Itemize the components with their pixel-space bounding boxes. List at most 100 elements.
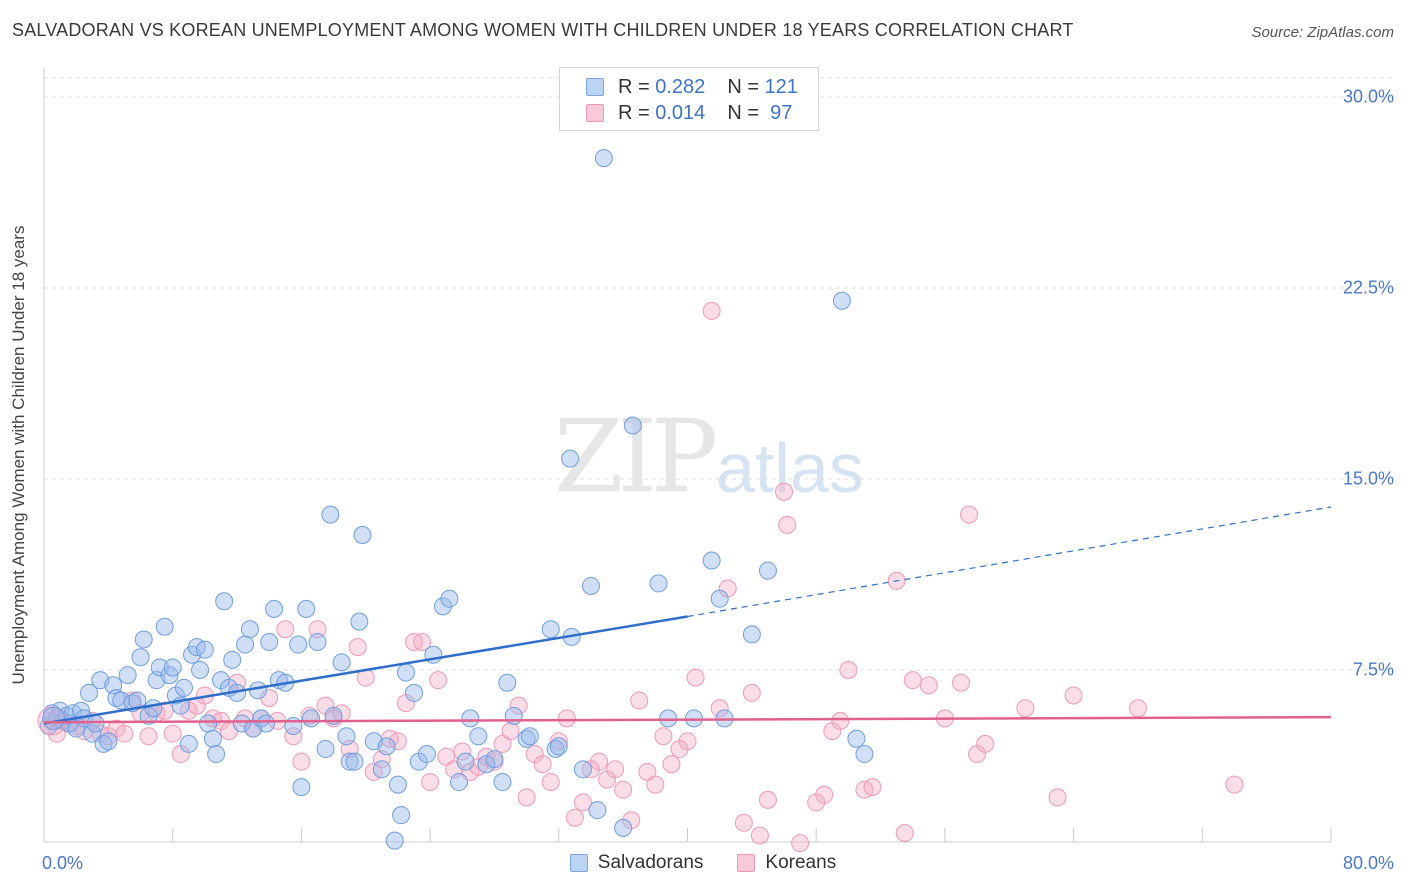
korean-point xyxy=(557,709,576,728)
y-tick-label: 22.5% xyxy=(1342,277,1394,298)
x-tick-label: 0.0% xyxy=(42,853,84,873)
blue-swatch xyxy=(569,854,588,872)
salvadoran-point xyxy=(99,732,118,751)
salvadoran-point xyxy=(581,576,600,595)
y-tick-label: 30.0% xyxy=(1342,86,1394,107)
korean-point xyxy=(413,632,432,651)
salvadoran-point xyxy=(337,727,356,746)
salvadoran-point xyxy=(702,551,721,570)
legend-item-salvadorans: Salvadorans xyxy=(569,852,704,874)
salvadoran-point xyxy=(549,737,568,756)
salvadoran-point xyxy=(594,149,613,168)
legend-label: Koreans xyxy=(765,852,837,873)
salvadoran-point xyxy=(546,739,565,758)
korean-point xyxy=(348,638,367,657)
salvadoran-point xyxy=(440,589,459,608)
korean-point xyxy=(791,834,810,853)
salvadoran-point xyxy=(541,620,560,639)
salvadoran-point xyxy=(321,505,340,524)
salvadoran-point xyxy=(150,658,169,677)
salvadoran-trend-extension xyxy=(687,506,1332,618)
korean-point xyxy=(678,732,697,751)
salvadoran-point xyxy=(144,699,163,718)
korean-point xyxy=(1064,686,1083,705)
y-axis-label: Unemployment Among Women with Children U… xyxy=(9,225,28,685)
salvadoran-point xyxy=(163,658,182,677)
salvadoran-point xyxy=(498,673,517,692)
korean-point xyxy=(903,671,922,690)
salvadoran-point xyxy=(302,709,321,728)
korean-point xyxy=(734,813,753,832)
salvadoran-point xyxy=(855,745,874,764)
salvadoran-point xyxy=(316,739,335,758)
korean-point xyxy=(638,762,657,781)
salvadoran-point xyxy=(353,526,372,545)
legend-label: Salvadorans xyxy=(597,852,704,873)
korean-point xyxy=(960,505,979,524)
korean-point xyxy=(163,724,182,743)
korean-point xyxy=(541,773,560,792)
n-label: N = xyxy=(727,75,759,98)
salvadoran-point xyxy=(417,745,436,764)
salvadoran-point xyxy=(350,612,369,631)
korean-point xyxy=(606,760,625,779)
korean-point xyxy=(1016,699,1035,718)
salvadoran-point xyxy=(517,729,536,748)
salvadoran-point xyxy=(504,706,523,725)
salvadoran-point xyxy=(80,683,99,702)
salvadoran-point xyxy=(456,752,475,771)
watermark-atlas: atlas xyxy=(716,429,864,507)
salvadoran-point xyxy=(292,778,311,797)
korean-point xyxy=(614,780,633,799)
salvadoran-point xyxy=(485,750,504,769)
salvadoran-point xyxy=(297,599,316,618)
n-label: N = xyxy=(727,101,759,124)
salvadoran-point xyxy=(112,691,131,710)
salvadoran-point xyxy=(191,661,210,679)
korean-point xyxy=(501,722,520,741)
korean-point xyxy=(742,683,761,702)
korean-point xyxy=(284,727,303,746)
korean-point xyxy=(976,734,995,753)
n-value: 97 xyxy=(764,101,793,124)
salvadoran-point xyxy=(174,678,193,697)
salvadoran-point xyxy=(561,449,580,468)
korean-point xyxy=(292,752,311,771)
salvadoran-point xyxy=(758,561,777,580)
salvadoran-point xyxy=(377,737,396,756)
korean-point xyxy=(1048,788,1067,807)
salvadoran-point xyxy=(215,592,234,611)
blue-swatch xyxy=(586,78,604,96)
salvadoran-point xyxy=(623,416,642,435)
salvadoran-point xyxy=(134,630,153,649)
salvadoran-point xyxy=(332,653,351,672)
salvadoran-point xyxy=(742,625,761,644)
salvadoran-point xyxy=(659,709,678,728)
korean-point xyxy=(276,620,295,639)
salvadoran-point xyxy=(614,818,633,837)
salvadoran-point xyxy=(248,681,267,700)
legend-row-salvadorans: R = 0.282 N = 121 xyxy=(586,75,798,99)
korean-point xyxy=(750,826,769,845)
salvadoran-point xyxy=(392,806,411,825)
salvadoran-point xyxy=(573,760,592,779)
salvadoran-point xyxy=(257,714,276,733)
pink-swatch xyxy=(586,104,604,122)
salvadoran-point xyxy=(461,709,480,728)
salvadoran-point xyxy=(649,574,668,593)
salvadoran-point xyxy=(236,635,255,654)
legend-row-koreans: R = 0.014 N = 97 xyxy=(586,101,792,125)
salvadoran-point xyxy=(340,752,359,771)
korean-point xyxy=(565,808,584,827)
korean-trend-line xyxy=(43,715,1332,724)
salvadoran-point xyxy=(520,727,539,746)
korean-point xyxy=(815,785,834,804)
korean-point xyxy=(139,727,158,746)
salvadoran-point xyxy=(588,801,607,820)
salvadoran-point xyxy=(240,620,259,639)
salvadoran-point xyxy=(372,760,391,779)
korean-point xyxy=(775,482,794,501)
salvadoran-point xyxy=(396,663,415,682)
salvadoran-point xyxy=(385,831,404,850)
